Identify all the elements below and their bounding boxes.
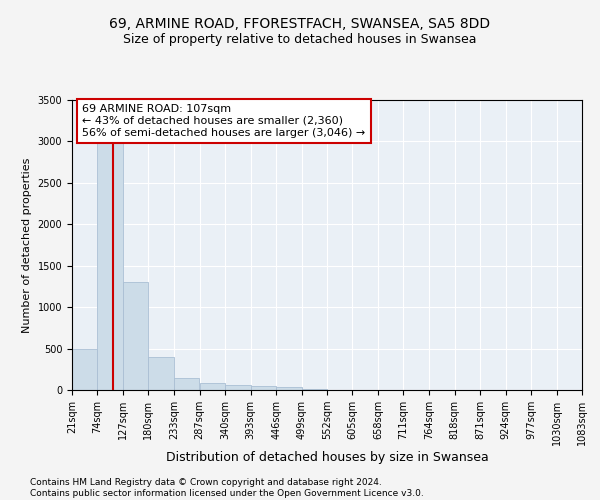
Text: Size of property relative to detached houses in Swansea: Size of property relative to detached ho… bbox=[123, 32, 477, 46]
Y-axis label: Number of detached properties: Number of detached properties bbox=[22, 158, 32, 332]
Bar bbox=[276, 386, 302, 390]
Bar bbox=[302, 389, 327, 390]
Bar bbox=[148, 357, 174, 390]
Bar bbox=[174, 378, 199, 390]
Bar bbox=[225, 386, 251, 390]
Text: 69, ARMINE ROAD, FFORESTFACH, SWANSEA, SA5 8DD: 69, ARMINE ROAD, FFORESTFACH, SWANSEA, S… bbox=[109, 18, 491, 32]
Bar bbox=[123, 282, 148, 390]
Text: Contains HM Land Registry data © Crown copyright and database right 2024.
Contai: Contains HM Land Registry data © Crown c… bbox=[30, 478, 424, 498]
Bar bbox=[200, 384, 225, 390]
Text: 69 ARMINE ROAD: 107sqm
← 43% of detached houses are smaller (2,360)
56% of semi-: 69 ARMINE ROAD: 107sqm ← 43% of detached… bbox=[82, 104, 365, 138]
X-axis label: Distribution of detached houses by size in Swansea: Distribution of detached houses by size … bbox=[166, 450, 488, 464]
Bar bbox=[97, 116, 123, 390]
Bar bbox=[72, 348, 97, 390]
Bar bbox=[251, 386, 276, 390]
